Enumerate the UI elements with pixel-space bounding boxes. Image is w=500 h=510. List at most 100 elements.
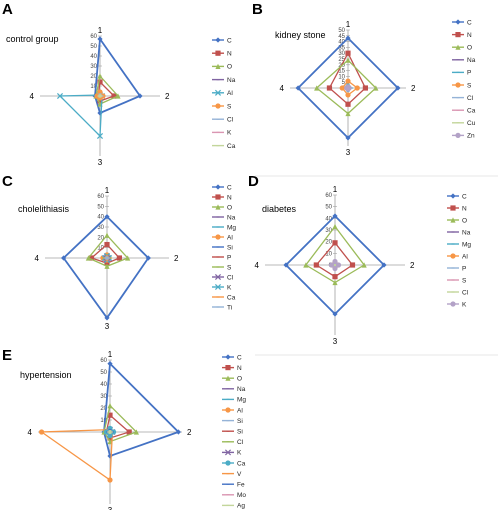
legend-marker — [451, 267, 455, 269]
legend-item: C — [452, 19, 472, 26]
axis-label-1: 1 — [105, 186, 110, 195]
data-point — [97, 79, 103, 85]
tick-label: 50 — [338, 28, 345, 34]
radar-panel-c: Ccholelithiasis01020304050601234CNONaMgA… — [2, 173, 236, 331]
tick-label: 50 — [90, 44, 97, 50]
series-c — [61, 214, 151, 321]
data-point — [107, 361, 113, 367]
tick-label: 45 — [338, 34, 345, 40]
tick-label: 20 — [100, 406, 107, 412]
tick-label: 10 — [325, 251, 332, 257]
legend-marker — [226, 388, 230, 390]
legend-item: Si — [222, 429, 243, 436]
data-point — [108, 432, 112, 434]
legend-label: C — [467, 19, 472, 26]
data-point — [125, 255, 131, 261]
data-point — [97, 95, 101, 97]
data-point — [88, 255, 95, 261]
data-point — [104, 241, 110, 248]
legend-item: O — [222, 376, 242, 383]
legend-label: S — [462, 277, 467, 284]
axis-label-3: 3 — [333, 337, 338, 346]
legend-item: Cu — [452, 120, 476, 127]
data-point — [175, 429, 181, 435]
data-point — [56, 92, 64, 100]
panel-letter: D — [248, 173, 259, 190]
radar-panel-e: Ehypertension01020304050601234CNONaMgAlS… — [2, 347, 246, 510]
legend: CNO Na Mg Al Si PS Cl K Ca Ti — [212, 184, 236, 311]
data-point — [107, 477, 113, 483]
legend-marker — [215, 103, 221, 109]
legend-label: C — [462, 193, 467, 200]
data-point — [345, 92, 351, 98]
legend-item: K — [212, 283, 232, 291]
series-k — [328, 258, 342, 272]
axis-label-3: 3 — [105, 322, 110, 331]
series-n — [326, 50, 368, 107]
legend-item: K — [212, 130, 232, 137]
tick-label: 25 — [338, 57, 345, 63]
tick-label: 50 — [100, 370, 107, 376]
legend-marker — [451, 243, 455, 245]
legend-label: N — [227, 51, 232, 58]
legend-label: Na — [462, 229, 471, 236]
legend-marker — [226, 494, 230, 496]
legend-item: S — [212, 103, 232, 110]
legend-marker — [451, 279, 455, 281]
chart-title: control group — [6, 34, 59, 44]
legend-label: S — [227, 103, 232, 110]
legend-label: Mg — [227, 224, 236, 231]
legend-marker — [450, 301, 456, 307]
legend-label: Ca — [227, 294, 236, 301]
legend-label: Cl — [227, 274, 234, 281]
legend-label: Ca — [227, 143, 236, 150]
data-point — [332, 311, 338, 317]
legend-label: Ca — [467, 108, 476, 115]
legend-marker — [450, 205, 456, 211]
axis-label-2: 2 — [174, 254, 179, 263]
legend-marker — [451, 231, 455, 233]
legend-label: Na — [237, 386, 246, 393]
tick-label: 15 — [338, 69, 345, 75]
legend-marker — [216, 226, 220, 228]
legend-item: Fe — [222, 482, 245, 489]
data-point — [96, 132, 104, 140]
legend-item: Na — [222, 386, 246, 393]
legend-item: O — [212, 204, 232, 211]
data-point — [104, 263, 110, 269]
legend-item: N — [212, 51, 232, 58]
legend-label: N — [467, 32, 472, 39]
series-line — [103, 361, 181, 458]
data-point — [145, 255, 151, 261]
legend-marker — [215, 50, 221, 56]
series-ti — [104, 256, 110, 260]
legend-marker — [215, 37, 221, 43]
legend-label: C — [227, 184, 232, 191]
legend-label: P — [462, 265, 466, 272]
legend-marker — [455, 19, 461, 25]
data-point — [328, 262, 335, 268]
legend-item: K — [447, 301, 467, 308]
data-point — [109, 431, 113, 433]
tick-label: 40 — [338, 40, 345, 46]
legend-item: C — [212, 37, 232, 44]
data-point — [295, 85, 301, 91]
data-point — [115, 93, 121, 99]
tick-label: 50 — [325, 205, 332, 211]
data-point — [354, 85, 360, 91]
legend-label: Mg — [237, 397, 246, 404]
legend-marker — [226, 430, 230, 432]
legend-marker — [216, 306, 220, 308]
legend-item: C — [222, 354, 242, 361]
data-point — [373, 85, 379, 91]
legend-label: V — [237, 471, 242, 478]
legend-label: Fe — [237, 482, 245, 489]
legend-item: Ag — [222, 503, 245, 510]
data-point — [107, 403, 113, 409]
tick-label: 30 — [90, 64, 97, 70]
legend-item: Na — [447, 229, 471, 236]
legend-item: Zn — [452, 133, 475, 140]
data-point — [344, 85, 350, 91]
data-point — [314, 85, 320, 91]
legend-item: Ca — [452, 108, 476, 115]
